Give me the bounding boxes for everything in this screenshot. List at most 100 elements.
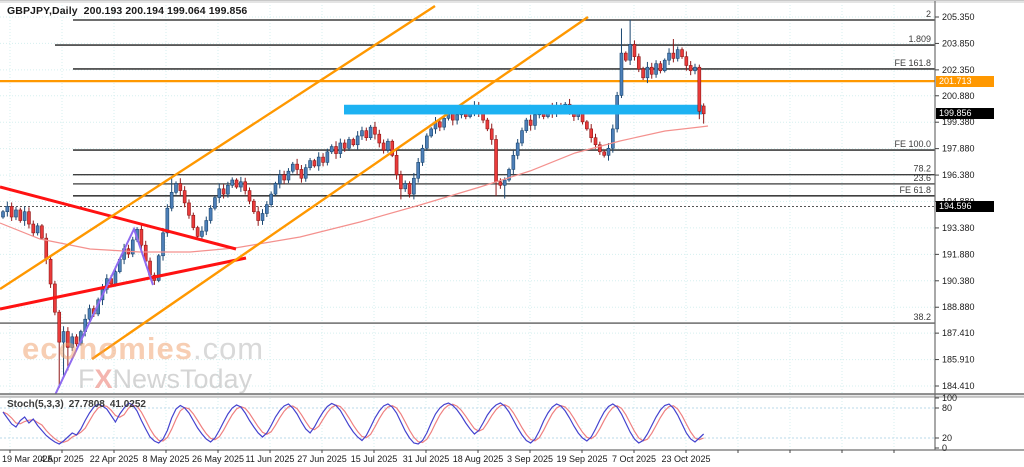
time-axis-date-label[interactable]: 19 Mar 2025 [2,454,53,464]
candle-body [377,133,382,144]
candle-body [187,202,191,216]
stochastic-signal-value: 41.0252 [109,399,146,410]
stochastic-signal-line [2,403,704,444]
price-axis-label: 191.880 [942,249,975,259]
candle-body [390,140,395,156]
moving-average-line [0,125,709,253]
candle-body [252,200,256,213]
candle-body [342,142,347,149]
watermark: economies.com FXNewsToday [22,333,264,393]
candle-body [593,137,598,146]
stoch-axis-label: 0 [942,443,947,453]
price-axis-label: 203.850 [942,38,975,48]
candle-body [645,66,650,79]
candle-body [295,163,299,170]
stoch-axis-label: 20 [942,433,952,443]
candle-body [485,119,490,130]
price-tag-last-price: 199.856 [936,108,994,120]
candle-body [5,206,10,213]
candle-body [403,183,408,190]
time-axis-date-label[interactable]: 4 Apr 2025 [40,454,84,464]
candle-body [429,128,433,137]
candle-body [277,174,282,184]
candle-body [680,49,684,57]
candle-body [178,183,183,191]
candle-body [265,204,269,214]
price-axis-label: 184.410 [942,381,975,391]
time-axis-date-label[interactable]: 8 May 2025 [142,454,189,464]
level-label: FE 100.0 [894,139,931,149]
candle-body [364,130,369,139]
time-axis-date-label[interactable]: 15 Jul 2025 [351,454,398,464]
time-axis-date-label[interactable]: 11 Jun 2025 [246,454,295,464]
price-tag-orange-level: 201.713 [936,75,994,87]
candle-body [290,163,295,172]
time-axis-date-label[interactable]: 3 Sep 2025 [507,454,553,464]
candle-body [602,151,606,156]
time-axis-date-label[interactable]: 7 Oct 2025 [612,454,656,464]
candle-body [260,213,265,221]
time-axis-date-label[interactable]: 31 Jul 2025 [403,454,450,464]
level-label: FE 161.8 [894,58,931,68]
candle-body [221,188,226,195]
candle-body [66,331,70,348]
price-axis-label: 197.880 [942,144,975,154]
candle-body [515,142,520,156]
candle-body [70,336,74,348]
watermark-fxnewstoday: FXNewsToday [78,364,253,394]
candle-body [130,239,135,255]
candle-body [619,52,624,96]
candle-body [420,147,425,163]
price-axis-label: 185.910 [942,355,975,365]
candle-body [247,190,252,202]
candle-body [74,336,79,345]
resistance-zone-rect [344,104,702,115]
candle-body [386,140,390,151]
time-axis-date-label[interactable]: 19 Sep 2025 [556,454,607,464]
candle-body [442,118,446,128]
candle-body [334,146,338,154]
candle-body [308,160,312,168]
price-axis-label: 200.880 [942,91,975,101]
candle-body [191,214,196,228]
candle-body [243,181,247,191]
candle-body [701,105,706,115]
level-label: 78.2 [913,164,931,174]
candle-body [18,209,23,221]
candle-body [329,146,334,153]
candle-body [399,174,403,190]
candle-body [204,220,209,232]
candle-body [416,162,421,179]
candle-body [226,184,230,195]
candle-body [425,135,429,149]
candle-body [230,179,235,186]
candle-body [438,121,442,128]
candle-body [113,271,118,285]
candle-body [217,188,222,198]
trendline-descending-red [0,185,237,251]
candle-body [528,119,533,126]
time-axis-date-label[interactable]: 23 Oct 2025 [661,454,710,464]
time-axis-date-label[interactable]: 22 Apr 2025 [90,454,139,464]
candle-body [589,128,594,139]
time-axis-date-label[interactable]: 18 Aug 2025 [453,454,504,464]
stochastic-main-value: 27.7808 [68,399,105,410]
price-axis-label: 187.410 [942,328,975,338]
candle-body [675,49,680,59]
candle-body [286,170,291,181]
candle-body [688,65,693,72]
candle-body [169,192,174,209]
candle-body [511,155,516,170]
level-label: 1.809 [908,34,931,44]
candle-body [1,211,5,218]
panel-separator [0,394,1024,397]
trendline-orange-channel-upper [0,4,436,291]
candle-body [156,255,161,281]
stoch-axis-label: 100 [942,393,957,403]
time-axis-date-label[interactable]: 27 Jun 2025 [297,454,347,464]
watermark-x-icon: X [94,364,113,394]
time-axis-date-label[interactable]: 26 May 2025 [192,454,244,464]
candle-body [35,225,40,234]
